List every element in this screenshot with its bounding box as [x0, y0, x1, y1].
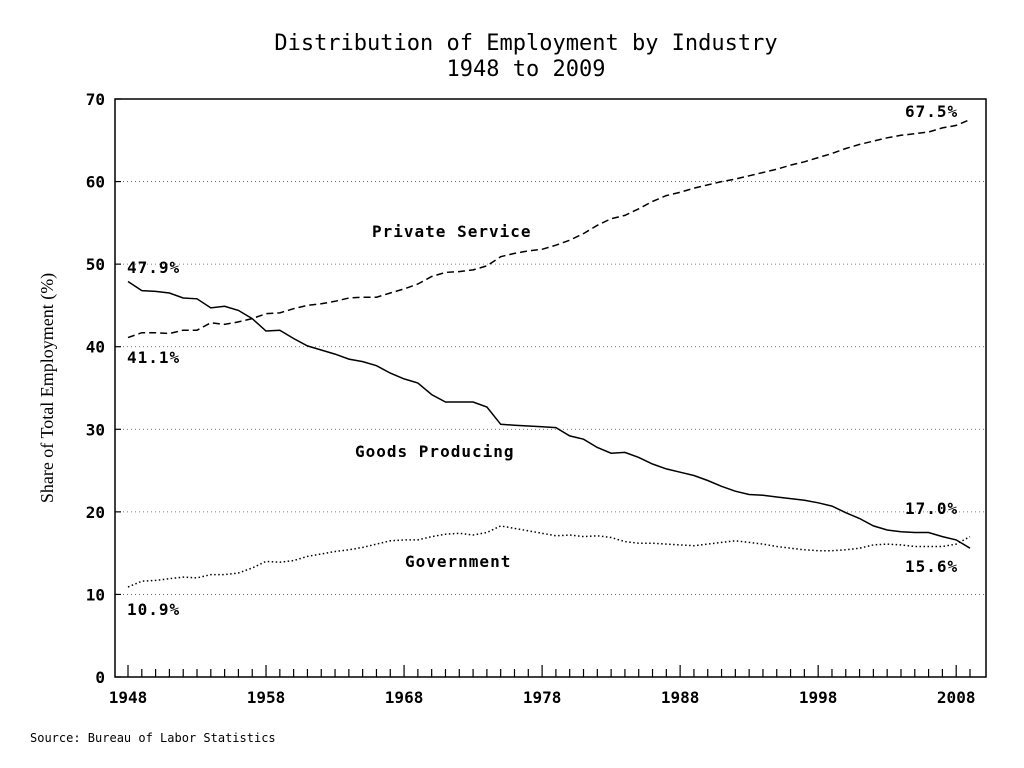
series-line-private-service [127, 118, 971, 339]
label-gov-start: 10.9% [127, 600, 180, 619]
label-goods-producing: Goods Producing [355, 442, 515, 461]
y-tick-label: 70 [86, 90, 105, 109]
y-tick-label: 60 [86, 173, 105, 192]
chart-subtitle: 1948 to 2009 [447, 57, 606, 82]
x-axis-ticks: 1948 1958 1968 1978 1988 1998 2008 [109, 665, 976, 707]
y-tick-label: 10 [86, 585, 105, 604]
label-private-service: Private Service [372, 222, 532, 241]
label-gov-end: 17.0% [905, 499, 958, 518]
label-ps-start: 41.1% [127, 348, 180, 367]
x-tick-label: 1958 [247, 688, 286, 707]
x-tick-label: 1998 [799, 688, 838, 707]
x-tick-label: 1978 [523, 688, 562, 707]
y-axis-label: Share of Total Employment (%) [37, 273, 58, 503]
x-tick-label: 1988 [661, 688, 700, 707]
y-tick-label: 50 [86, 255, 105, 274]
x-tick-label: 2008 [937, 688, 976, 707]
series-line-government [127, 525, 971, 588]
x-tick-label: 1968 [385, 688, 424, 707]
series-lines [127, 118, 971, 588]
label-government: Government [405, 552, 511, 571]
y-axis-ticks: 0 10 20 30 40 50 60 70 [86, 90, 121, 687]
x-tick-label: 1948 [109, 688, 148, 707]
label-ps-end: 67.5% [905, 102, 958, 121]
y-tick-label: 0 [95, 668, 105, 687]
plot-frame [114, 98, 987, 678]
y-tick-label: 20 [86, 503, 105, 522]
y-tick-label: 30 [86, 420, 105, 439]
chart-title: Distribution of Employment by Industry [274, 31, 777, 56]
series-line-goods-producing [127, 280, 971, 549]
label-gp-start: 47.9% [127, 258, 180, 277]
gridlines [115, 181, 986, 595]
source-note: Source: Bureau of Labor Statistics [30, 731, 276, 745]
label-gp-end: 15.6% [905, 557, 958, 576]
y-tick-label: 40 [86, 338, 105, 357]
